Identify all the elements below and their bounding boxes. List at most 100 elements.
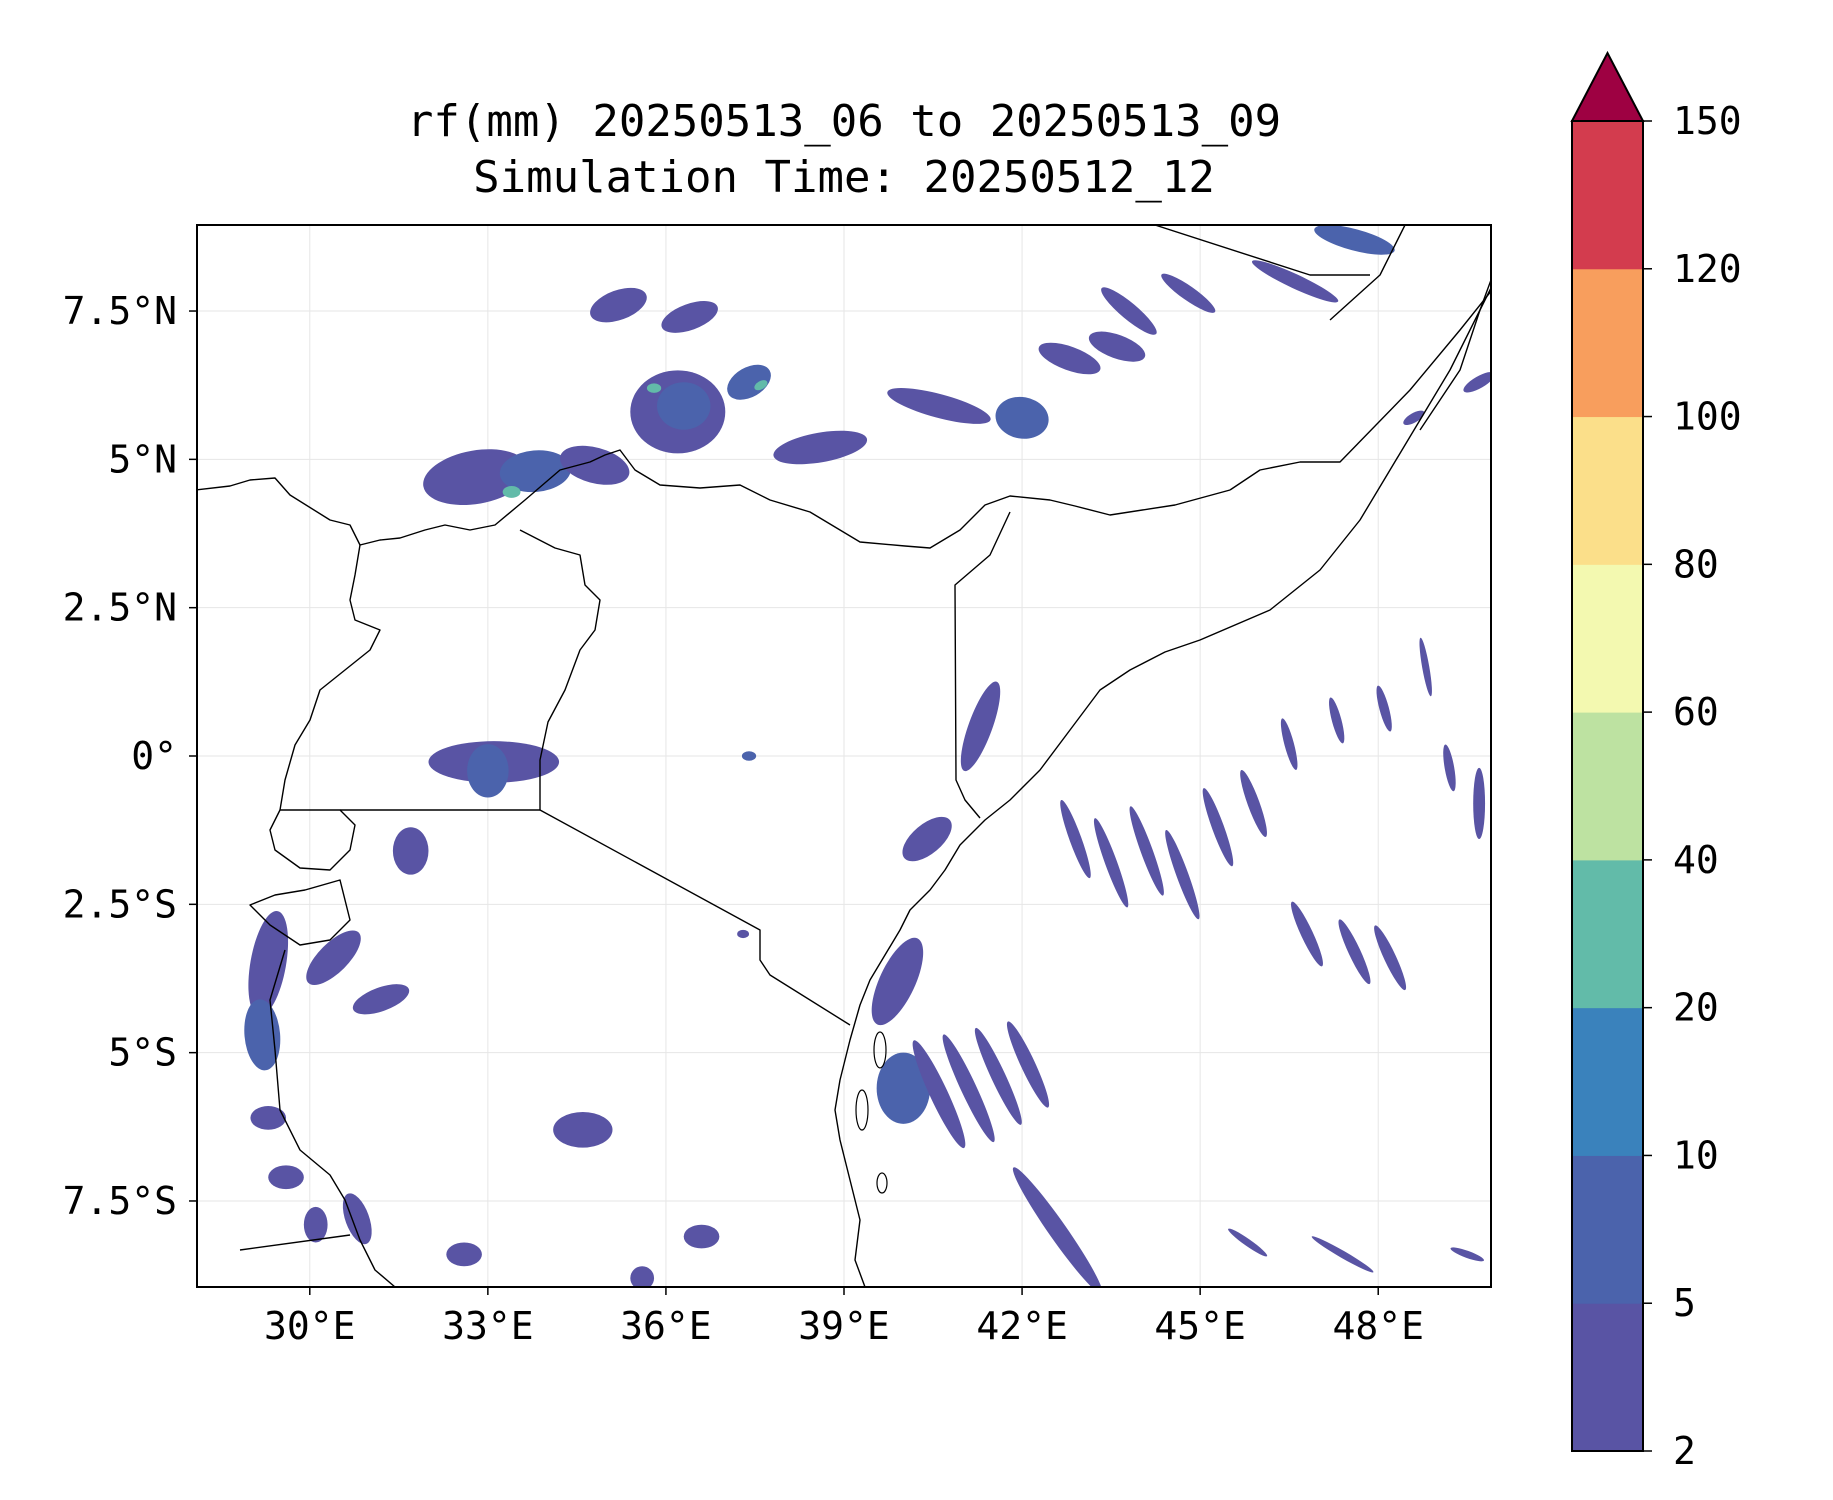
rain-cell (1376, 685, 1392, 732)
x-tick-label: 48°E (1332, 1304, 1424, 1348)
rain-cell (499, 450, 571, 493)
colorbar-tick-label: 10 (1673, 1133, 1719, 1177)
colorbar-segment (1572, 1155, 1643, 1304)
rain-cell (423, 449, 529, 506)
colorbar-tick-label: 2 (1673, 1429, 1696, 1473)
y-tick-label: 2.5°N (63, 586, 177, 630)
y-tick-label: 5°S (108, 1031, 177, 1075)
country-borders (197, 225, 1491, 1287)
rain-cell (1463, 371, 1491, 393)
colorbar-tick-label: 60 (1673, 690, 1719, 734)
x-tick-label: 42°E (976, 1304, 1068, 1348)
map-subtitle: Simulation Time: 20250512_12 (473, 152, 1215, 203)
rain-cell (737, 929, 750, 939)
map-area (197, 225, 1491, 1287)
rain-cell (1291, 901, 1323, 967)
border-burundi (249, 879, 351, 946)
rain-cell (1374, 925, 1407, 991)
rain-cell (974, 1027, 1022, 1125)
colorbar-segment (1572, 268, 1643, 418)
border-ethiopia-somalia (1229, 290, 1491, 491)
colorbar-segment (1572, 1007, 1643, 1156)
colorbar-tick-label: 5 (1673, 1281, 1696, 1325)
border-somalia-north-diag (1329, 225, 1406, 321)
rain-cell (306, 930, 361, 986)
rain-cell (1161, 273, 1216, 313)
colorbar-segment (1572, 712, 1643, 861)
border-drc-tanzania (269, 949, 396, 1287)
x-tick-label: 30°E (264, 1304, 356, 1348)
rain-cell (912, 1040, 966, 1149)
x-axis-ticks: 30°E 33°E 36°E 39°E 42°E 45°E 48°E (264, 1287, 1424, 1348)
rain-cell (342, 1193, 372, 1245)
rain-cell (754, 380, 768, 391)
colorbar-segment (1572, 564, 1643, 713)
rain-cell (630, 1266, 655, 1287)
map-title: rf(mm) 20250513_06 to 20250513_09 (406, 96, 1282, 147)
border-ethiopia-somalia-north (1154, 225, 1370, 276)
colorbar-tick-label: 100 (1673, 395, 1742, 439)
rain-cell (657, 382, 711, 430)
y-tick-label: 2.5°S (63, 882, 177, 926)
rain-cell (1314, 225, 1395, 255)
rain-cell (446, 1242, 482, 1267)
rain-cell (268, 1165, 304, 1190)
border-drc-zambia (239, 1234, 351, 1251)
rain-cell (1012, 1167, 1103, 1287)
rain-cell (1129, 806, 1164, 896)
border-rwanda (269, 809, 356, 871)
rain-cell (887, 387, 991, 424)
rain-cell (559, 445, 630, 485)
colorbar-segment (1572, 416, 1643, 565)
border-kenya-uganda-west (519, 529, 601, 810)
rain-cell (876, 1052, 931, 1124)
rain-cell (303, 1206, 328, 1243)
rain-cell (1093, 818, 1129, 908)
island-zanzibar (855, 1089, 869, 1131)
colorbar-labels: 2 5 10 20 40 60 80 100 120 150 (1643, 99, 1742, 1473)
colorbar-frame (1571, 120, 1644, 1452)
rain-cell (741, 751, 757, 761)
rain-cell (942, 1034, 995, 1143)
rain-cell (1165, 830, 1200, 920)
x-tick-label: 45°E (1154, 1304, 1246, 1348)
rain-cell (1251, 260, 1339, 303)
islands (855, 1031, 888, 1194)
rain-cell (871, 937, 924, 1026)
rain-cell (1311, 1236, 1374, 1273)
rain-cell (590, 287, 647, 323)
rainfall-contours (244, 225, 1491, 1287)
colorbar-segment (1572, 859, 1643, 1009)
y-tick-label: 5°N (108, 437, 177, 481)
border-uganda-drc (279, 544, 381, 811)
rain-cell (502, 486, 521, 498)
rain-cell (1473, 767, 1486, 840)
rain-cell (1280, 718, 1298, 770)
border-kenya-tanzania (539, 809, 851, 1026)
colorbar (1570, 50, 1645, 1452)
rain-cell (392, 827, 429, 875)
border-south-sudan-ethiopia (197, 449, 1231, 549)
rain-cell (1419, 637, 1432, 697)
rain-cell (661, 301, 718, 333)
colorbar-tick-label: 20 (1673, 986, 1719, 1030)
rain-cell (1450, 1247, 1485, 1262)
coastline-somalia-north (1419, 279, 1491, 431)
island-pemba (873, 1031, 887, 1069)
rain-cell (902, 816, 952, 862)
rain-cell (995, 396, 1049, 439)
rain-cell (727, 364, 771, 400)
y-tick-label: 0° (131, 734, 177, 778)
rain-cell (1228, 1228, 1268, 1257)
colorbar-tick-label: 150 (1673, 99, 1742, 143)
rain-cell (1038, 342, 1101, 375)
coastline-east-africa (834, 286, 1491, 1287)
x-tick-label: 36°E (620, 1304, 712, 1348)
x-tick-label: 39°E (798, 1304, 890, 1348)
rain-cell (1202, 788, 1234, 867)
rain-cell (352, 984, 410, 1015)
colorbar-tick-label: 120 (1673, 247, 1742, 291)
rain-cell (248, 910, 289, 1017)
rain-cell (250, 1106, 287, 1130)
